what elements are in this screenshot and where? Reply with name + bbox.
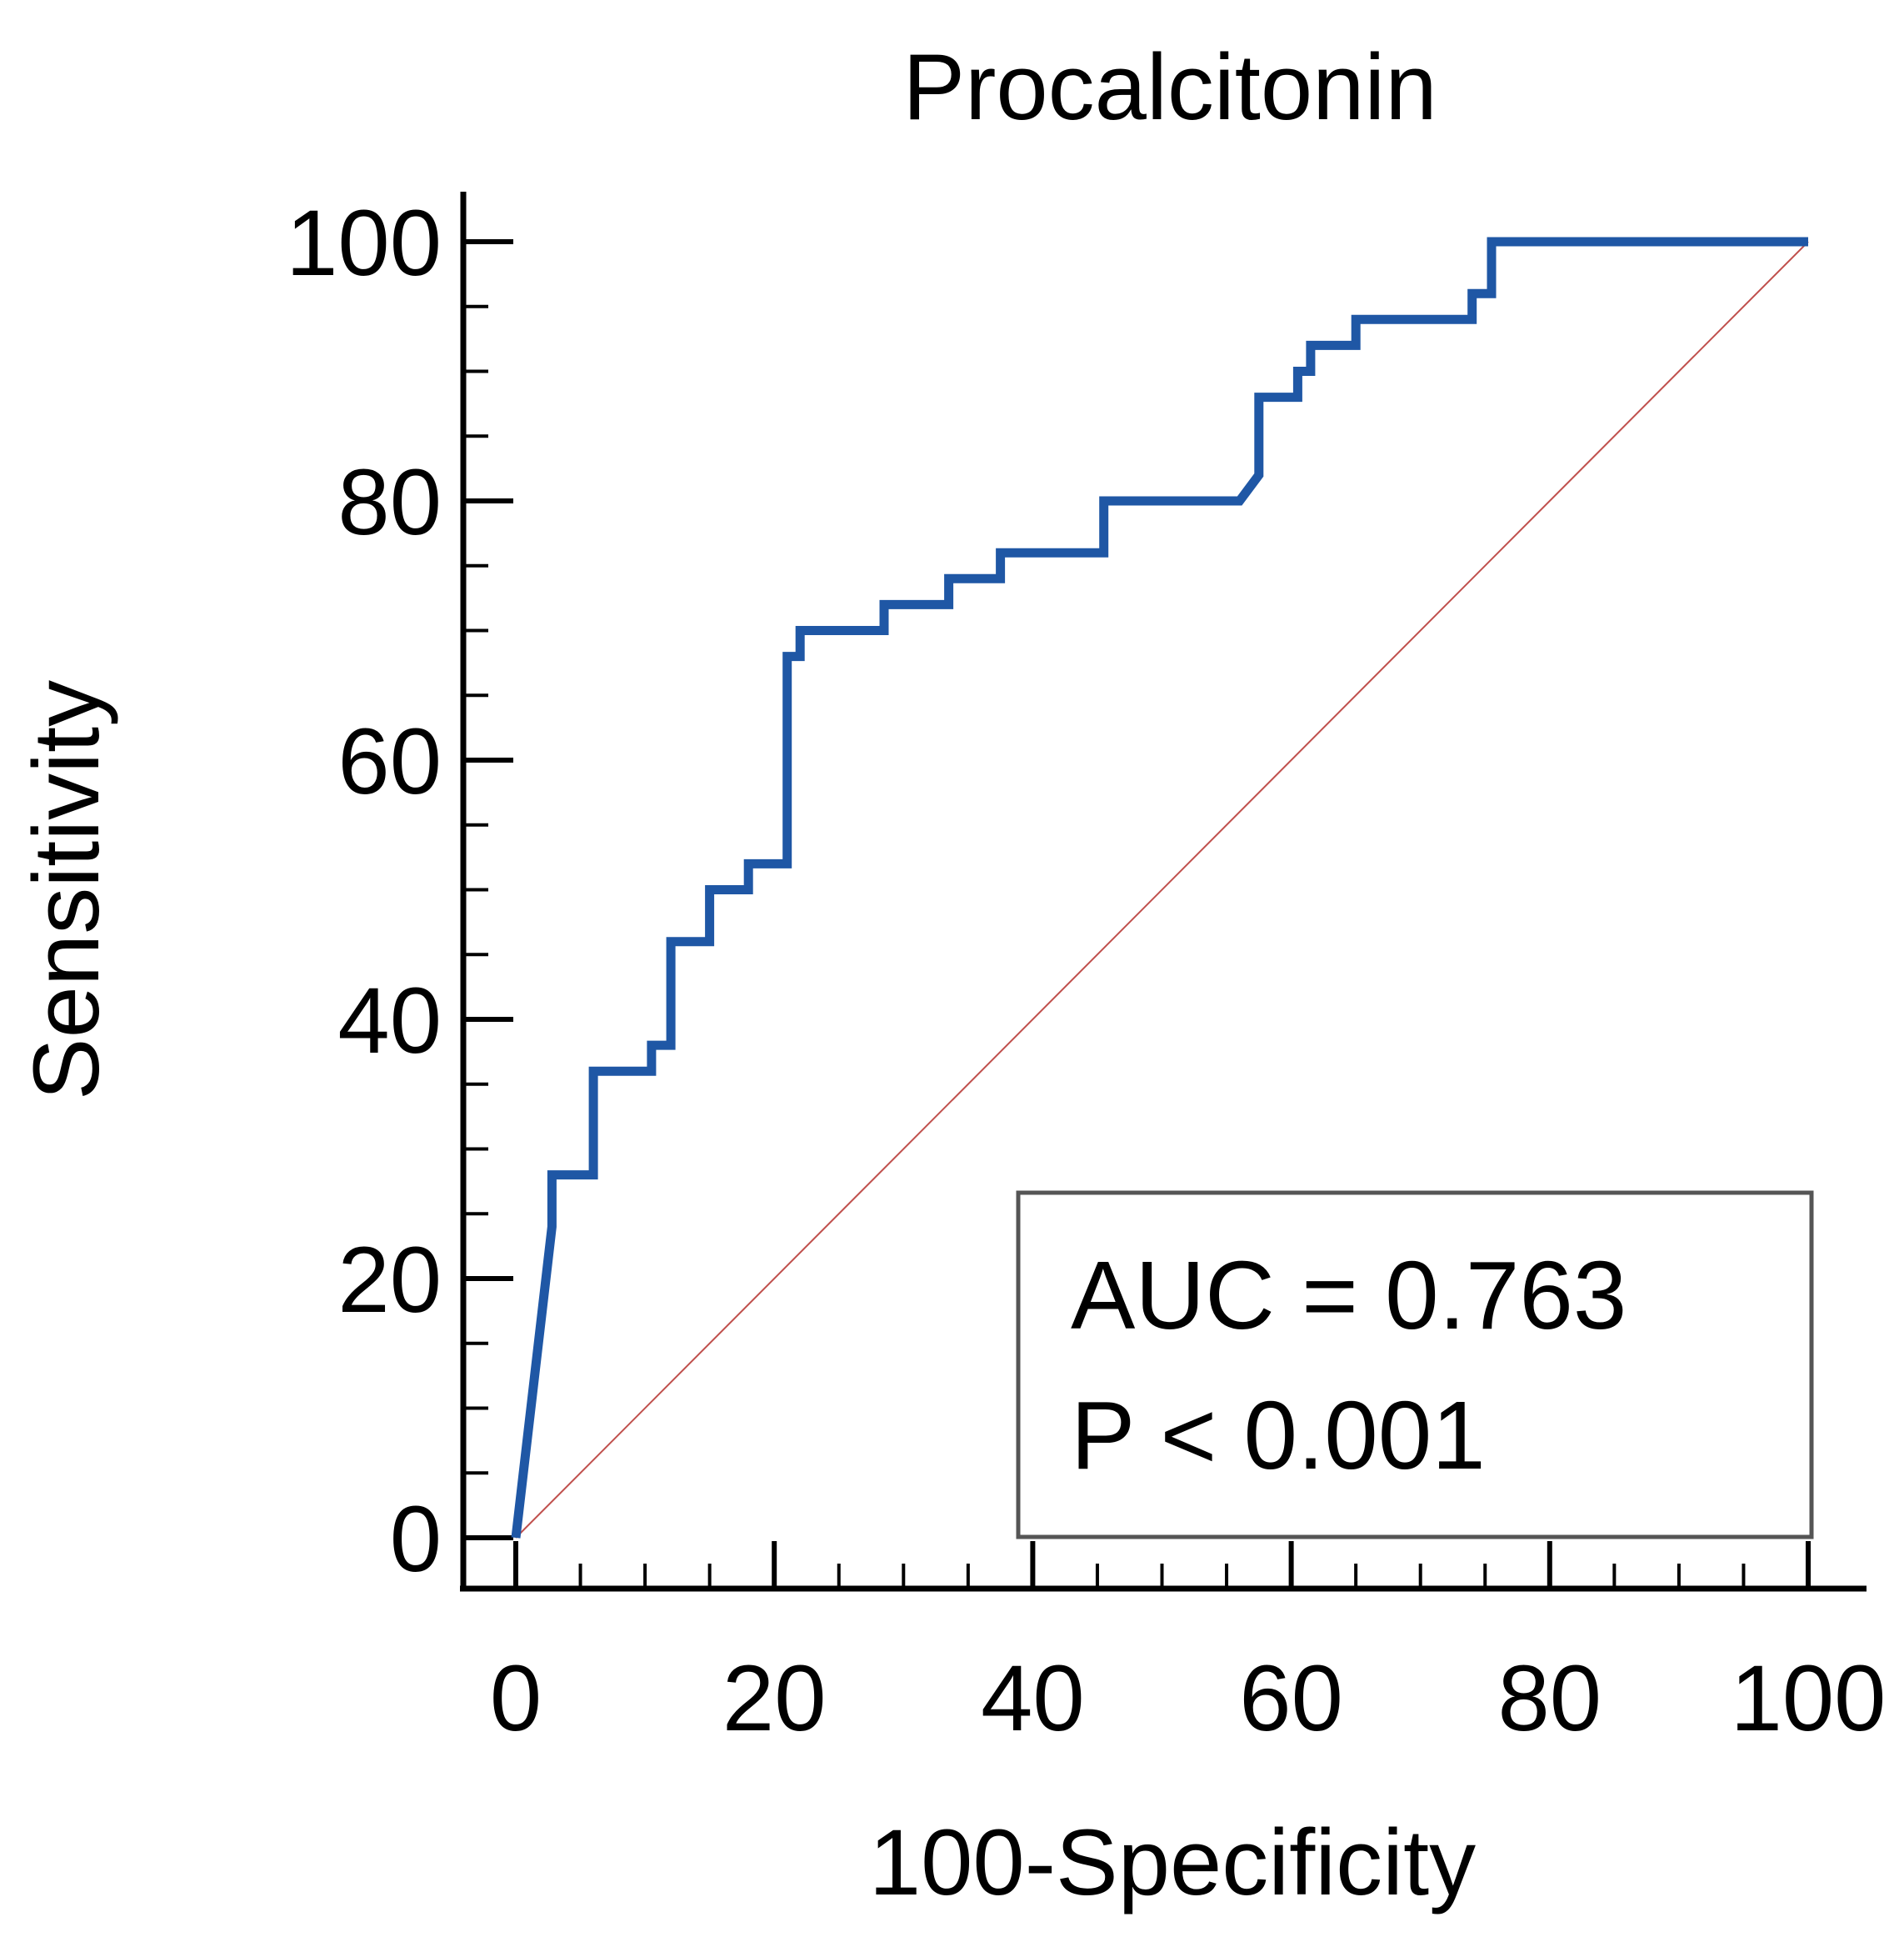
p-value-label: P < 0.001: [1071, 1381, 1486, 1489]
y-tick-label: 60: [337, 709, 442, 813]
y-tick-label: 100: [286, 191, 442, 295]
roc-curve: [511, 237, 1808, 1539]
x-axis-label: 100-Specificity: [869, 1810, 1476, 1914]
y-tick-label: 40: [337, 968, 442, 1073]
reference-line: [515, 241, 1809, 1539]
stats-box: AUC = 0.763 P < 0.001: [1016, 1190, 1814, 1539]
x-tick-label: 0: [490, 1646, 542, 1750]
x-tick-label: 60: [1239, 1646, 1343, 1750]
chart-title: Procalcitonin: [902, 35, 1437, 139]
x-tick-label: 100: [1731, 1646, 1887, 1750]
x-ticks: [513, 1541, 1811, 1589]
y-tick-labels: 0 20 40 60 80 100: [286, 191, 442, 1591]
auc-label: AUC = 0.763: [1071, 1241, 1627, 1349]
y-tick-label: 0: [390, 1487, 442, 1591]
stats-box-frame: [1016, 1190, 1814, 1539]
x-tick-label: 20: [722, 1646, 827, 1750]
y-tick-label: 20: [337, 1228, 442, 1332]
y-axis-label: Sensitivity: [14, 680, 118, 1100]
x-tick-label: 80: [1498, 1646, 1602, 1750]
y-ticks: [463, 239, 513, 1540]
x-tick-label: 40: [981, 1646, 1085, 1750]
x-tick-labels: 0 20 40 60 80 100: [490, 1646, 1887, 1750]
y-tick-label: 80: [337, 450, 442, 554]
